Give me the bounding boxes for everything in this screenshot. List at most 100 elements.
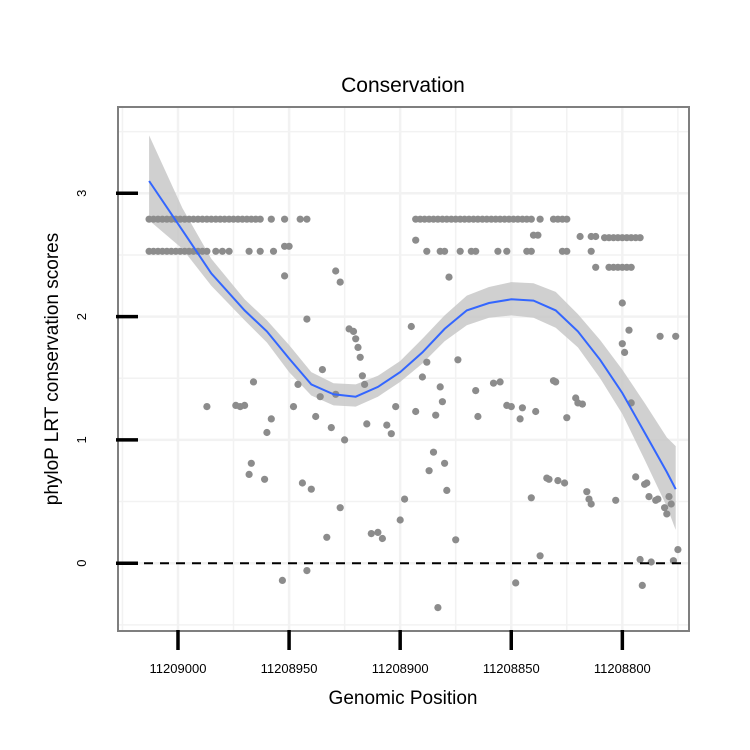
data-point (512, 579, 520, 587)
data-point (438, 398, 446, 406)
data-point (554, 477, 562, 485)
data-point (527, 247, 535, 255)
data-point (494, 247, 502, 255)
y-tick-label: 1 (74, 436, 89, 443)
y-axis-title: phyloP LRT conservation scores (42, 233, 63, 506)
data-point (336, 504, 344, 512)
data-point (445, 273, 453, 281)
data-point (621, 348, 629, 356)
x-tick-label: 11209000 (150, 661, 207, 676)
data-point (281, 272, 289, 280)
data-point (363, 420, 371, 428)
data-point (612, 496, 620, 504)
data-point (636, 234, 644, 242)
data-point (618, 340, 626, 348)
data-point (396, 516, 404, 524)
data-point (263, 428, 271, 437)
data-point (378, 534, 386, 543)
data-point (256, 247, 264, 255)
data-point (434, 604, 442, 612)
data-point (294, 380, 302, 388)
y-tick-label: 2 (74, 313, 89, 320)
x-tick-label: 11208850 (483, 661, 540, 676)
data-point (667, 500, 675, 508)
data-point (354, 343, 362, 351)
data-point (418, 373, 426, 381)
data-point (532, 407, 540, 416)
y-axis-ticks: 0 1 2 3 (74, 190, 138, 567)
data-point (425, 467, 433, 475)
data-point (281, 215, 289, 223)
data-point (441, 247, 449, 255)
data-point (632, 473, 640, 481)
data-point (423, 358, 431, 366)
data-point (336, 278, 344, 286)
chart-title: Conservation (341, 74, 465, 97)
data-point (387, 430, 395, 438)
data-point (563, 247, 571, 255)
data-point (576, 232, 584, 241)
data-point (383, 421, 391, 429)
data-point (316, 393, 324, 401)
data-point (656, 332, 664, 340)
data-point (441, 459, 449, 467)
data-point (429, 448, 438, 456)
data-point (489, 379, 498, 387)
data-point (563, 215, 571, 223)
data-point (472, 247, 480, 255)
data-point (674, 546, 682, 554)
data-point (452, 536, 460, 544)
data-point (374, 528, 382, 537)
data-point (578, 400, 587, 408)
data-point (303, 215, 311, 223)
data-point (285, 242, 293, 250)
data-point (552, 378, 560, 386)
data-points (145, 215, 682, 612)
y-tick-label: 0 (74, 560, 89, 567)
data-point (361, 380, 369, 388)
data-point (645, 493, 653, 501)
data-point (332, 267, 340, 275)
data-point (496, 378, 504, 386)
data-point (454, 356, 462, 364)
data-point (247, 459, 255, 467)
data-point (241, 401, 249, 409)
data-point (267, 215, 275, 223)
data-point (249, 378, 258, 386)
data-point (356, 353, 364, 361)
data-point (647, 558, 655, 566)
data-point (536, 552, 544, 560)
data-point (516, 415, 524, 423)
data-point (245, 470, 253, 478)
data-point (318, 366, 326, 374)
data-point (289, 403, 298, 411)
data-point (583, 488, 591, 496)
data-point (665, 493, 673, 501)
x-tick-label: 11208800 (594, 661, 651, 676)
data-point (592, 263, 600, 271)
data-point (327, 424, 335, 432)
data-point (503, 247, 511, 255)
data-point (392, 403, 400, 411)
data-point (367, 530, 375, 538)
data-point (436, 383, 444, 391)
data-point (536, 215, 544, 223)
data-point (412, 407, 420, 416)
data-point (661, 504, 669, 512)
data-point (312, 412, 320, 421)
data-point (563, 414, 571, 422)
x-tick-label: 11208950 (261, 661, 318, 676)
smooth-fit-line (148, 180, 677, 490)
data-point (456, 247, 464, 255)
data-point (269, 247, 278, 255)
data-point (545, 475, 553, 483)
data-point (303, 567, 311, 575)
data-point (618, 299, 626, 307)
data-point (507, 403, 515, 411)
data-point (518, 404, 527, 412)
data-point (638, 581, 646, 590)
data-point (625, 326, 633, 334)
data-point (432, 411, 440, 419)
data-point (654, 495, 662, 503)
